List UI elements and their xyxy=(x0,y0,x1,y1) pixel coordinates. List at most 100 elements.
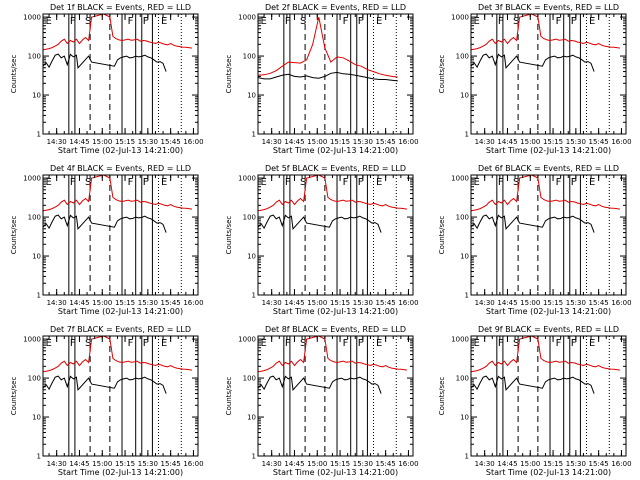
y-tick-label: 10 xyxy=(460,92,469,100)
plot-frame xyxy=(257,13,414,135)
series-lld-line xyxy=(43,336,192,373)
y-tick-label: 100 xyxy=(28,375,41,383)
plot-frame xyxy=(470,335,627,457)
y-axis-title: Counts/sec xyxy=(10,216,18,255)
segment-label: S xyxy=(300,177,306,188)
series-events-line xyxy=(258,375,382,394)
segment-label: E xyxy=(161,16,167,27)
x-axis-title: Start Time (02-Jul-13 14:21:00) xyxy=(58,307,183,316)
y-tick-label: 1 xyxy=(465,131,469,139)
x-tick-label: 15:30 xyxy=(138,460,158,468)
panel-title: Det 8f BLACK = Events, RED = LLD xyxy=(265,325,406,334)
segment-label: F xyxy=(358,177,364,188)
x-axis-title: Start Time (02-Jul-13 14:21:00) xyxy=(486,307,611,316)
segment-label: F xyxy=(556,16,562,27)
segment-label: F xyxy=(70,177,76,188)
series-lld-line xyxy=(258,16,398,78)
segment-label: F xyxy=(128,177,134,188)
segment-label: F xyxy=(70,16,76,27)
x-tick-label: 14:30 xyxy=(47,460,67,468)
x-tick-label: 14:30 xyxy=(262,138,282,146)
x-tick-label: 14:30 xyxy=(47,299,67,307)
segment-label: F xyxy=(285,16,291,27)
x-axis-title: Start Time (02-Jul-13 14:21:00) xyxy=(273,468,398,477)
segment-label: E xyxy=(474,338,480,349)
segment-label: E xyxy=(376,177,382,188)
y-axis-title: Counts/sec xyxy=(225,377,233,416)
x-tick-label: 15:15 xyxy=(330,138,350,146)
segment-label: F xyxy=(143,338,149,349)
y-tick-label: 10 xyxy=(32,253,41,261)
y-tick-label: 10 xyxy=(460,253,469,261)
segment-label: E xyxy=(376,338,382,349)
x-tick-label: 14:30 xyxy=(262,460,282,468)
segment-label: E xyxy=(261,16,267,27)
segment-label: F xyxy=(128,16,134,27)
y-tick-label: 10 xyxy=(32,414,41,422)
x-tick-label: 15:45 xyxy=(376,460,396,468)
segment-label: F xyxy=(358,16,364,27)
x-tick-label: 15:00 xyxy=(92,299,112,307)
segment-label: F xyxy=(498,338,504,349)
x-tick-label: 15:30 xyxy=(353,299,373,307)
series-events-line xyxy=(471,214,595,233)
x-tick-label: 16:00 xyxy=(183,460,203,468)
y-tick-label: 1000 xyxy=(238,336,256,344)
segment-label: F xyxy=(571,16,577,27)
x-tick-label: 15:15 xyxy=(543,138,563,146)
x-tick-label: 15:45 xyxy=(161,299,181,307)
x-axis-title: Start Time (02-Jul-13 14:21:00) xyxy=(486,468,611,477)
y-tick-label: 100 xyxy=(243,53,256,61)
series-events-line xyxy=(43,214,167,233)
segment-label: F xyxy=(285,177,291,188)
plot-frame xyxy=(42,335,199,457)
y-tick-label: 10 xyxy=(460,414,469,422)
x-tick-label: 15:15 xyxy=(115,460,135,468)
segment-label: S xyxy=(85,338,91,349)
series-lld-line xyxy=(471,14,620,51)
x-tick-label: 14:30 xyxy=(262,299,282,307)
panel-title: Det 2f BLACK = Events, RED = LLD xyxy=(265,3,406,12)
y-tick-label: 100 xyxy=(456,375,469,383)
x-tick-label: 15:00 xyxy=(307,138,327,146)
x-tick-label: 15:00 xyxy=(520,138,540,146)
y-tick-label: 100 xyxy=(456,53,469,61)
y-tick-label: 1000 xyxy=(238,175,256,183)
x-tick-label: 14:45 xyxy=(69,460,89,468)
y-axis-title: Counts/sec xyxy=(438,377,446,416)
x-tick-label: 15:00 xyxy=(92,460,112,468)
series-events-line xyxy=(43,53,167,72)
x-tick-label: 14:30 xyxy=(47,138,67,146)
segment-label: F xyxy=(498,16,504,27)
panel-title: Det 1f BLACK = Events, RED = LLD xyxy=(50,3,191,12)
x-tick-label: 15:45 xyxy=(376,299,396,307)
y-tick-label: 100 xyxy=(243,375,256,383)
y-tick-label: 1000 xyxy=(451,175,469,183)
segment-label: E xyxy=(589,338,595,349)
x-tick-label: 16:00 xyxy=(398,460,418,468)
x-axis-title: Start Time (02-Jul-13 14:21:00) xyxy=(58,146,183,155)
x-axis-title: Start Time (02-Jul-13 14:21:00) xyxy=(273,307,398,316)
y-tick-label: 1000 xyxy=(23,14,41,22)
x-tick-label: 15:30 xyxy=(138,138,158,146)
segment-label: E xyxy=(161,177,167,188)
panel-title: Det 7f BLACK = Events, RED = LLD xyxy=(50,325,191,334)
plot-frame xyxy=(42,174,199,296)
x-tick-label: 16:00 xyxy=(398,299,418,307)
x-tick-label: 15:45 xyxy=(161,138,181,146)
segment-label: S xyxy=(513,177,519,188)
y-tick-label: 1 xyxy=(252,453,256,461)
segment-label: E xyxy=(589,16,595,27)
y-axis-title: Counts/sec xyxy=(10,377,18,416)
series-events-line xyxy=(258,71,398,82)
panel-title: Det 5f BLACK = Events, RED = LLD xyxy=(265,164,406,173)
segment-label: S xyxy=(85,16,91,27)
x-tick-label: 16:00 xyxy=(183,299,203,307)
y-tick-label: 100 xyxy=(243,214,256,222)
segment-label: F xyxy=(556,338,562,349)
y-tick-label: 1000 xyxy=(23,336,41,344)
